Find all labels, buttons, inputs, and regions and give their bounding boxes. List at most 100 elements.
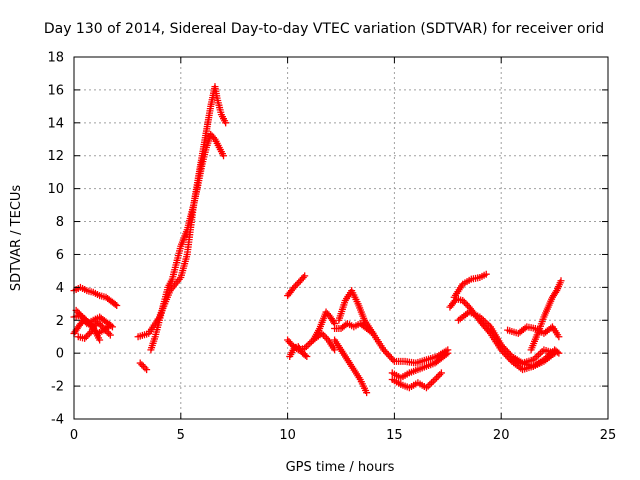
- data-point: [143, 366, 151, 374]
- data-point: [386, 352, 394, 360]
- x-axis-label: GPS time / hours: [286, 460, 395, 475]
- data-point: [100, 325, 108, 332]
- y-tick-label: 2: [56, 314, 64, 329]
- data-point: [210, 134, 218, 142]
- data-point: [330, 318, 338, 326]
- chart-title: Day 130 of 2014, Sidereal Day-to-day VTE…: [44, 21, 604, 37]
- y-tick-label: 16: [47, 83, 64, 98]
- data-point: [319, 331, 327, 339]
- series-arc-p: [388, 349, 452, 382]
- data-point: [497, 341, 505, 349]
- data-point: [79, 313, 87, 321]
- data-point: [84, 331, 92, 339]
- x-tick-label: 5: [177, 428, 185, 443]
- series-arc-d: [74, 318, 114, 342]
- data-point: [96, 336, 104, 344]
- data-point: [301, 272, 309, 280]
- x-tick-label: 20: [493, 428, 510, 443]
- x-tick-label: 0: [70, 428, 78, 443]
- data-point: [434, 372, 442, 380]
- data-point: [222, 119, 230, 127]
- data-point: [460, 298, 468, 306]
- data-point: [102, 326, 110, 334]
- series-arc-k: [286, 343, 311, 360]
- y-tick-label: 8: [56, 215, 64, 230]
- plot-frame: [73, 56, 609, 420]
- data-point: [389, 356, 397, 364]
- y-axis-label: SDTVAR / TECUs: [9, 185, 24, 292]
- y-tick-label: 12: [47, 149, 64, 164]
- series-arc-g: [147, 130, 228, 354]
- data-point: [380, 346, 388, 354]
- data-point: [533, 352, 541, 360]
- data-point: [384, 351, 392, 359]
- y-tick-label: 10: [47, 182, 64, 197]
- data-point: [82, 333, 90, 341]
- data-point: [106, 331, 114, 339]
- series-arc-e: [72, 306, 104, 344]
- data-point: [93, 318, 101, 326]
- data-point: [433, 374, 441, 382]
- y-tick-label: 14: [47, 116, 64, 131]
- data-point: [113, 301, 121, 309]
- data-point: [481, 318, 489, 326]
- data-point: [138, 361, 146, 369]
- data-point: [103, 328, 111, 336]
- data-point: [444, 349, 452, 357]
- data-point: [90, 326, 98, 334]
- data-point: [557, 277, 565, 285]
- y-tick-label: -2: [51, 380, 64, 395]
- series-arc-f: [134, 83, 230, 341]
- data-point: [431, 376, 439, 384]
- data-point: [98, 323, 106, 331]
- data-point: [290, 283, 298, 291]
- y-tick-label: 6: [56, 248, 64, 263]
- data-point: [97, 321, 105, 329]
- data-point: [105, 329, 113, 337]
- data-point: [500, 344, 508, 352]
- data-point: [136, 359, 144, 367]
- data-point: [95, 320, 103, 328]
- data-point: [429, 377, 437, 385]
- data-point: [141, 364, 149, 372]
- series-arc-w: [508, 349, 559, 370]
- data-point: [436, 371, 444, 379]
- data-point: [499, 343, 507, 351]
- data-point: [387, 354, 395, 362]
- data-point: [538, 348, 546, 356]
- series-arc-h: [136, 359, 151, 374]
- data-point: [381, 348, 389, 356]
- y-tick-label: 4: [56, 281, 64, 296]
- data-point: [442, 350, 450, 358]
- x-tick-label: 10: [279, 428, 296, 443]
- data-point: [106, 321, 114, 329]
- series-arc-l: [309, 308, 339, 344]
- data-point: [74, 308, 82, 316]
- data-point: [552, 288, 560, 296]
- data-point: [77, 311, 85, 319]
- data-point: [502, 346, 510, 354]
- data-point: [482, 270, 490, 278]
- data-point: [551, 349, 559, 357]
- data-point: [318, 329, 326, 337]
- data-point: [303, 352, 311, 360]
- data-point: [462, 300, 470, 308]
- data-point: [81, 334, 89, 342]
- data-point: [363, 389, 371, 397]
- data-point: [80, 315, 88, 323]
- data-point: [292, 282, 300, 290]
- data-point: [459, 297, 467, 305]
- data-point: [424, 382, 432, 390]
- data-point: [295, 278, 303, 286]
- data-point: [331, 346, 339, 354]
- data-point: [323, 334, 331, 342]
- series-arc-m: [331, 336, 371, 397]
- data-point: [437, 369, 445, 377]
- data-point: [75, 310, 83, 318]
- data-point: [220, 152, 228, 160]
- y-tick-label: -4: [51, 413, 64, 428]
- x-tick-label: 15: [386, 428, 403, 443]
- data-point: [85, 329, 93, 337]
- data-point: [555, 333, 563, 341]
